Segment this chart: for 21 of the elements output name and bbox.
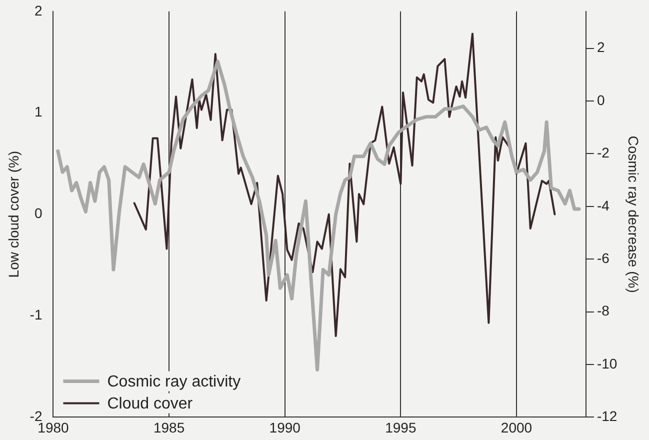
y-tick-label: -1 (30, 306, 42, 323)
x-tick-label: 1995 (385, 419, 416, 436)
y2-tick-label: -10 (596, 355, 618, 372)
y2-tick-label: -4 (596, 197, 610, 214)
legend-label: Cloud cover (107, 396, 194, 413)
x-tick-label: 1990 (269, 419, 301, 436)
x-tick-label: 1985 (153, 419, 185, 436)
y2-axis-title: Cosmic ray decrease (%) (626, 136, 642, 293)
x-tick-label: 2000 (500, 419, 532, 436)
x-tick-label: 1980 (38, 419, 70, 436)
y2-tick-label: -8 (596, 302, 610, 319)
y2-tick-label: -6 (596, 250, 610, 266)
y2-tick-label: 0 (596, 92, 605, 108)
legend-label: Cosmic ray activity (107, 374, 241, 391)
y2-tick-label: -2 (596, 144, 610, 161)
y-tick-label: 1 (34, 104, 42, 120)
y-tick-label: 0 (34, 205, 42, 222)
y-axis-title: Low cloud cover (%) (5, 150, 22, 278)
y-tick-label: 2 (34, 2, 42, 18)
y2-tick-label: 2 (596, 39, 605, 56)
y2-tick-label: -12 (596, 408, 618, 424)
